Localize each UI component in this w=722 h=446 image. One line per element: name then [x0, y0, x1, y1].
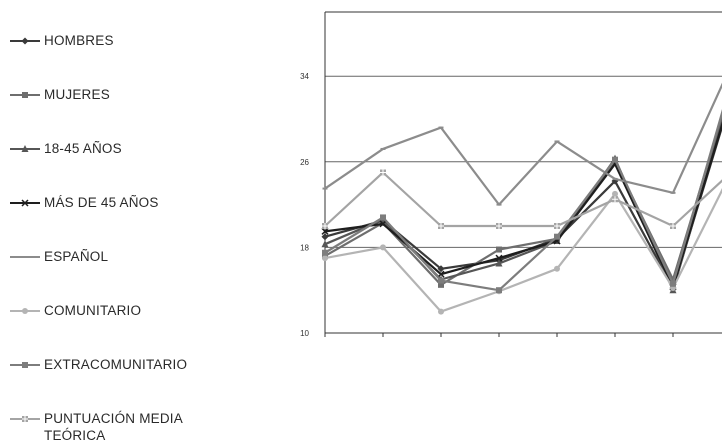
data-point-más-de-45-años [321, 227, 329, 235]
data-point-puntuación-media-teórica [380, 169, 386, 176]
data-point-puntuación-media-teórica [612, 196, 618, 203]
legend-marker [21, 145, 29, 152]
data-point-puntuación-media-teórica [322, 223, 328, 229]
legend-swatch [10, 199, 40, 207]
legend-swatch [10, 256, 40, 258]
data-point-español [496, 203, 502, 206]
legend-label: ESPAÑOL [44, 249, 109, 264]
y-tick-label: 18 [300, 243, 309, 252]
data-point-mujeres [670, 276, 676, 283]
data-point-español [322, 187, 328, 190]
legend-swatch [10, 37, 40, 45]
data-point-18-45-años [495, 259, 503, 267]
legend-marker [22, 362, 28, 368]
legend-swatch [10, 308, 40, 314]
legend-marker [22, 256, 28, 258]
data-point-español [670, 191, 676, 194]
data-point-español [612, 177, 618, 180]
legend-label: PUNTUACIÓN MEDIA TEÓRICA [44, 411, 183, 443]
series-line-puntuación-media-teórica [324, 171, 722, 228]
data-point-extracomunitario [612, 156, 618, 163]
data-point-extracomunitario [380, 214, 386, 221]
data-point-hombres [437, 265, 445, 273]
series-line-comunitario [324, 187, 722, 313]
legend-label: 18-45 AÑOS [44, 141, 122, 156]
legend-item-18-45-años: 18-45 AÑOS [10, 141, 234, 157]
legend-label: MUJERES [44, 87, 110, 102]
y-tick-label: 34 [300, 72, 309, 81]
data-point-puntuación-media-teórica [670, 223, 676, 229]
legend-item-puntuación-media-teórica: PUNTUACIÓN MEDIA TEÓRICA [10, 411, 234, 444]
data-point-18-45-años [321, 240, 329, 248]
data-point-extracomunitario [670, 280, 676, 287]
legend-item-extracomunitario: EXTRACOMUNITARIO [10, 357, 234, 373]
data-point-español [554, 140, 560, 143]
data-point-comunitario [322, 255, 328, 262]
data-point-extracomunitario [554, 233, 560, 240]
data-point-mujeres [438, 281, 444, 288]
legend-item-español: ESPAÑOL [10, 249, 234, 265]
legend-swatch [10, 362, 40, 368]
legend-item-más-de-45-años: MÁS DE 45 AÑOS [10, 195, 234, 211]
data-point-puntuación-media-teórica [496, 223, 502, 229]
series-line-extracomunitario [324, 108, 722, 292]
legend-label: HOMBRES [44, 33, 114, 48]
legend-marker [22, 92, 28, 98]
legend-marker [22, 308, 28, 314]
data-point-más-de-45-años [379, 220, 387, 228]
data-point-español [438, 126, 444, 129]
y-tick-label: 26 [300, 158, 309, 167]
legend-marker [21, 37, 29, 45]
line-chart: 10 18 26 34 [300, 11, 722, 338]
data-point-más-de-45-años [437, 270, 445, 278]
data-point-extracomunitario [438, 277, 444, 284]
data-point-comunitario [438, 308, 444, 315]
legend-label: COMUNITARIO [44, 303, 142, 318]
legend-swatch [10, 416, 40, 422]
data-point-español [380, 147, 386, 150]
data-point-comunitario [612, 190, 618, 197]
legend-item-hombres: HOMBRES [10, 33, 234, 49]
legend-item-comunitario: COMUNITARIO [10, 303, 234, 319]
data-point-mujeres [496, 246, 502, 253]
legend-swatch [10, 92, 40, 98]
data-point-comunitario [554, 265, 560, 272]
legend-item-mujeres: MUJERES [10, 87, 234, 103]
data-point-puntuación-media-teórica [554, 223, 560, 229]
legend-marker [22, 416, 28, 422]
legend-label: MÁS DE 45 AÑOS [44, 195, 159, 210]
data-point-hombres [321, 233, 329, 241]
chart-legend: HOMBRES MUJERES 18-45 AÑOS MÁS DE 45 AÑOS ES… [0, 0, 290, 446]
series-line-español [324, 82, 722, 206]
series-line-mujeres [324, 112, 722, 286]
data-point-extracomunitario [322, 249, 328, 256]
legend-label: EXTRACOMUNITARIO [44, 357, 188, 372]
series-line-más-de-45-años [324, 121, 722, 289]
data-point-comunitario [380, 244, 386, 251]
legend-swatch [10, 145, 40, 152]
data-point-puntuación-media-teórica [438, 223, 444, 229]
data-point-extracomunitario [496, 287, 502, 294]
data-point-más-de-45-años [495, 254, 503, 262]
y-tick-label: 10 [300, 329, 309, 338]
legend-marker [21, 199, 29, 207]
